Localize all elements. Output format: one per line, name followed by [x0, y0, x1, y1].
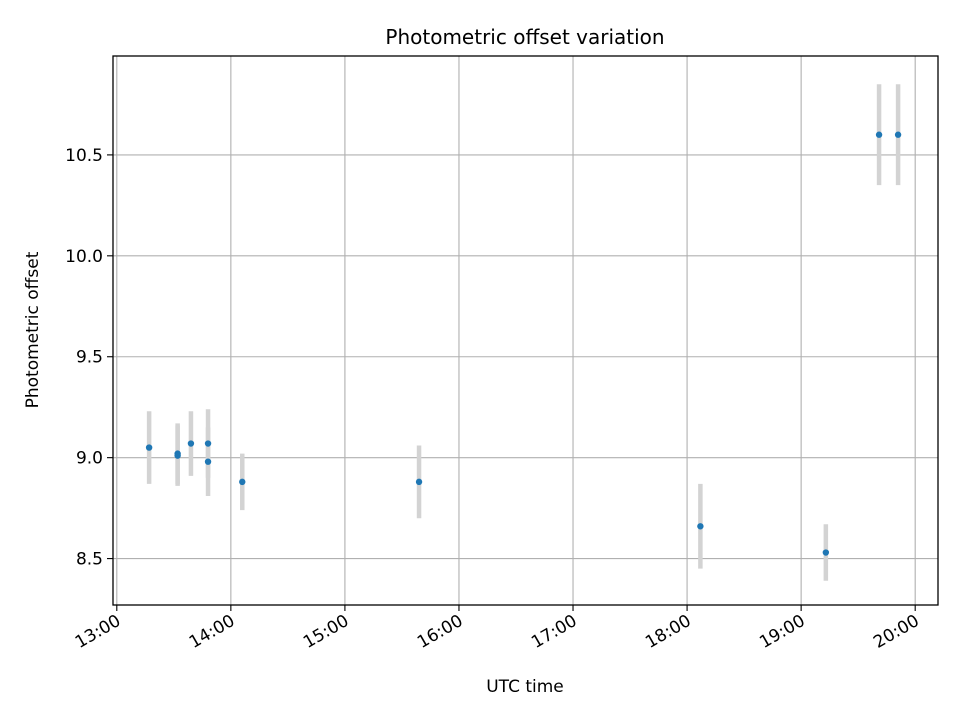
data-point: [204, 440, 212, 447]
plot-frame: [112, 55, 939, 606]
data-point: [145, 444, 153, 451]
data-point: [239, 478, 246, 486]
data-point: [697, 523, 704, 530]
y-axis: 8.5 9.0 9.5 10.0 10.5: [65, 146, 113, 570]
y-tick-label: 9.0: [76, 449, 103, 469]
data-point: [894, 131, 902, 138]
data-points: [145, 131, 902, 556]
data-point: [174, 452, 181, 459]
data-point: [875, 131, 883, 138]
x-axis-label: UTC time: [486, 677, 564, 697]
y-tick-label: 10.0: [65, 247, 103, 267]
data-point: [204, 458, 212, 465]
y-tick-label: 10.5: [65, 146, 103, 166]
data-point: [187, 440, 195, 447]
y-axis-label: Photometric offset: [23, 251, 43, 408]
data-point: [415, 478, 423, 486]
data-point: [822, 549, 830, 556]
grid: [113, 56, 938, 605]
y-tick-label: 9.5: [76, 348, 103, 368]
chart-title: Photometric offset variation: [385, 25, 664, 49]
y-tick-label: 8.5: [76, 550, 103, 570]
